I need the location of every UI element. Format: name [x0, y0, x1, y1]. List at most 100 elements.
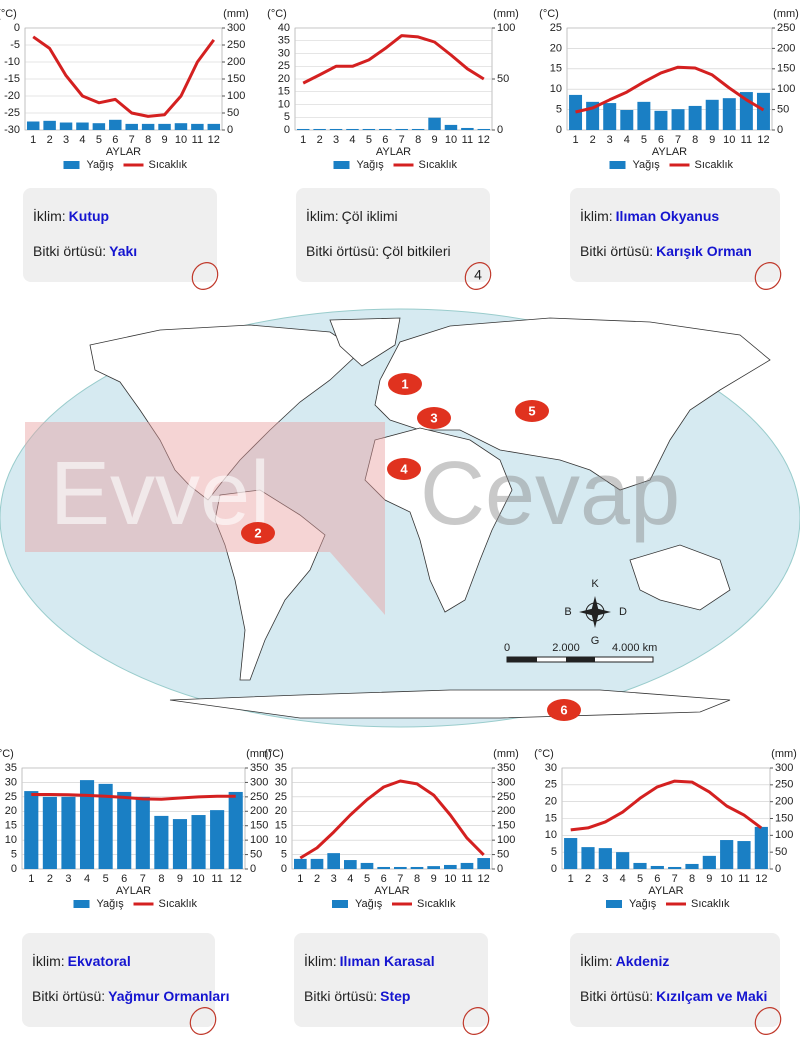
precip-bar: [460, 862, 474, 869]
scale-label: 2.000: [552, 642, 580, 654]
y-tick-label: 20: [5, 805, 17, 817]
x-tick-label: 4: [347, 873, 353, 885]
precip-bar: [313, 128, 326, 130]
card-label: Bitki örtüsü:: [580, 243, 653, 259]
card-label: İklim:: [32, 952, 65, 969]
precip-bar: [650, 865, 664, 869]
precip-bar: [410, 866, 424, 869]
precip-bar: [294, 858, 307, 869]
precip-bar: [379, 128, 392, 130]
y-tick-label: 20: [550, 42, 562, 54]
region-marker: [241, 522, 275, 544]
precip-bar: [360, 862, 374, 869]
card-label: İklim:: [304, 952, 337, 969]
x-tick-label: 2: [317, 134, 323, 146]
card-bg: [296, 188, 490, 282]
y2-tick-label: 250: [497, 791, 515, 803]
answer-circle: [189, 1007, 217, 1035]
antarctica: [169, 689, 731, 719]
legend-label: Yağış: [87, 159, 115, 171]
x-tick-label: 4: [349, 134, 355, 146]
precip-bar: [411, 128, 425, 130]
x-tick-label: 2: [590, 134, 596, 146]
y2-tick-label: 200: [227, 56, 245, 68]
x-tick-label: 3: [607, 134, 613, 146]
card-line: İklim: Kutup: [33, 207, 109, 224]
card-value: Kızılçam ve Maki: [656, 988, 767, 1004]
region-number: 1: [401, 376, 408, 391]
info-card: İklim: Ilıman Karasal Bitki örtüsü: Step: [294, 933, 490, 1035]
x-tick-label: 12: [208, 134, 220, 146]
y2-tick-label: 200: [250, 805, 268, 817]
x-tick-label: 6: [381, 873, 387, 885]
precip-bar: [135, 796, 150, 869]
precip-bar: [59, 122, 73, 130]
x-tick-label: 2: [47, 873, 53, 885]
y2-tick-label: 150: [250, 820, 268, 832]
scale-label: 0: [504, 642, 510, 654]
x-tick-label: 10: [445, 134, 457, 146]
card-bg: [570, 933, 780, 1027]
x-tick-label: 2: [47, 134, 53, 146]
region-number: 2: [254, 525, 261, 540]
region-marker: [515, 400, 549, 422]
y-tick-label: 30: [545, 762, 557, 774]
precip-bar: [671, 109, 685, 130]
north-america: [89, 324, 361, 501]
scale-seg: [566, 657, 595, 662]
precip-bar: [395, 128, 408, 130]
legend-label: Sıcaklık: [417, 898, 456, 910]
answer-circle: [754, 262, 782, 290]
card-label: İklim:: [580, 207, 613, 224]
legend-swatch: [73, 900, 90, 908]
precip-bar: [43, 120, 56, 130]
x-tick-label: 5: [364, 873, 370, 885]
precip-bar: [109, 119, 122, 130]
precip-bar: [158, 123, 171, 130]
y2-tick-label: 200: [777, 42, 795, 54]
card-label: Bitki örtüsü:: [580, 988, 653, 1004]
y2-axis-unit: (mm): [246, 748, 272, 760]
watermark-text: Cevap: [420, 444, 680, 544]
y2-tick-label: 0: [777, 124, 783, 136]
x-tick-label: 8: [158, 873, 164, 885]
y2-tick-label: 100: [777, 83, 795, 95]
temperature-line: [31, 793, 236, 801]
y-tick-label: 25: [550, 22, 562, 34]
card-label: İklim:: [580, 952, 613, 969]
legend-label: Sıcaklık: [419, 159, 458, 171]
precip-bar: [296, 128, 310, 130]
x-tick-label: 8: [414, 873, 420, 885]
x-axis-label: AYLAR: [106, 146, 141, 158]
x-tick-label: 10: [721, 873, 733, 885]
y2-tick-label: 300: [775, 762, 793, 774]
region-marker: [417, 407, 451, 429]
x-tick-label: 11: [211, 873, 222, 885]
x-tick-label: 3: [331, 873, 337, 885]
y2-tick-label: 350: [250, 762, 268, 774]
y-tick-label: 5: [11, 848, 17, 860]
greenland: [329, 317, 401, 367]
watermark-tail: [330, 552, 385, 615]
x-tick-label: 6: [112, 134, 118, 146]
compass-north: K: [591, 578, 599, 590]
x-tick-label: 3: [65, 873, 71, 885]
compass-star: [579, 596, 611, 628]
card-label: Bitki örtüsü:: [33, 243, 106, 259]
x-tick-label: 6: [658, 134, 664, 146]
info-card: İklim: Akdeniz Bitki örtüsü: Kızılçam ve Ma…: [570, 933, 782, 1035]
y-tick-label: 5: [556, 104, 562, 116]
plot-area: [21, 767, 246, 870]
x-tick-label: 4: [84, 873, 90, 885]
y2-tick-label: 0: [250, 863, 256, 875]
precip-bar: [26, 121, 40, 130]
card-label: Bitki örtüsü:: [32, 988, 105, 1004]
y-tick-label: 15: [550, 63, 562, 75]
y-tick-label: 25: [5, 791, 17, 803]
precip-bar: [633, 862, 647, 869]
y-tick-label: 0: [284, 124, 290, 136]
precip-bar: [24, 791, 39, 869]
y-tick-label: -15: [4, 73, 20, 85]
x-tick-label: 5: [637, 873, 643, 885]
